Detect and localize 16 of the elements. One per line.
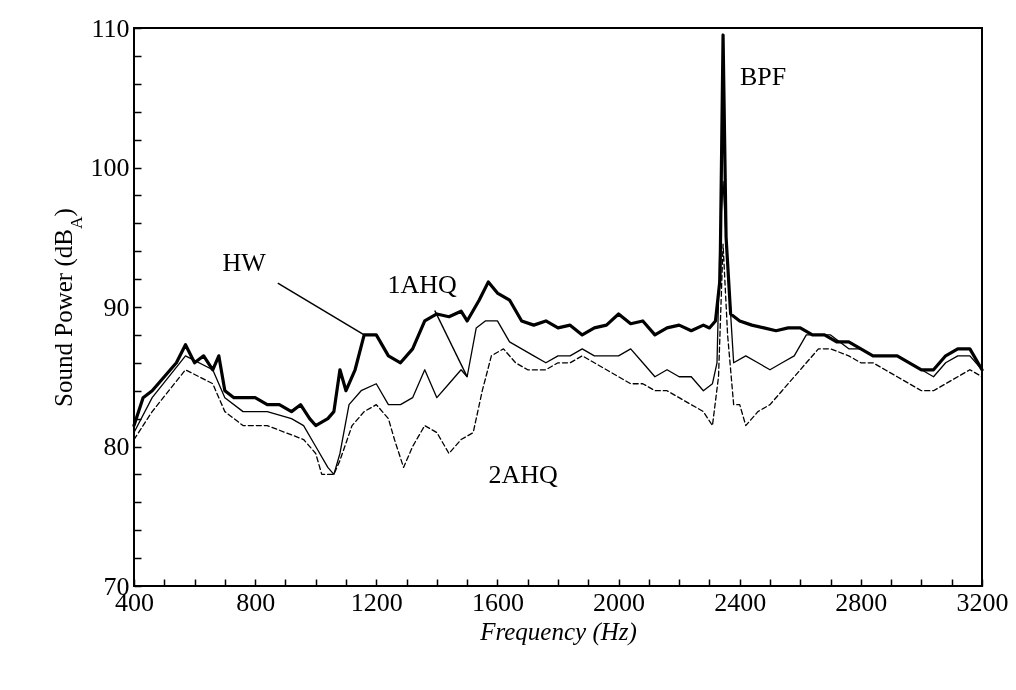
annotation: 1AHQ [387, 269, 458, 299]
y-tick-label: 100 [90, 153, 130, 182]
y-tick-label: 90 [103, 292, 130, 322]
x-tick-label: 1200 [350, 587, 403, 617]
y-tick-label: 80 [103, 432, 130, 461]
x-tick-label: 2800 [835, 587, 888, 617]
annotation: HW [222, 247, 267, 277]
x-tick-label: 800 [236, 587, 276, 617]
annotation: BPF [739, 61, 787, 91]
x-tick-label: 1600 [471, 587, 524, 617]
x-tick-label: 2400 [714, 587, 767, 617]
x-axis-title: Frequency (Hz) [479, 617, 637, 646]
annotation: 2AHQ [488, 459, 558, 489]
y-tick-label: 110 [91, 13, 130, 43]
x-tick-label: 3200 [956, 587, 1009, 617]
x-tick-label: 2000 [593, 587, 646, 617]
